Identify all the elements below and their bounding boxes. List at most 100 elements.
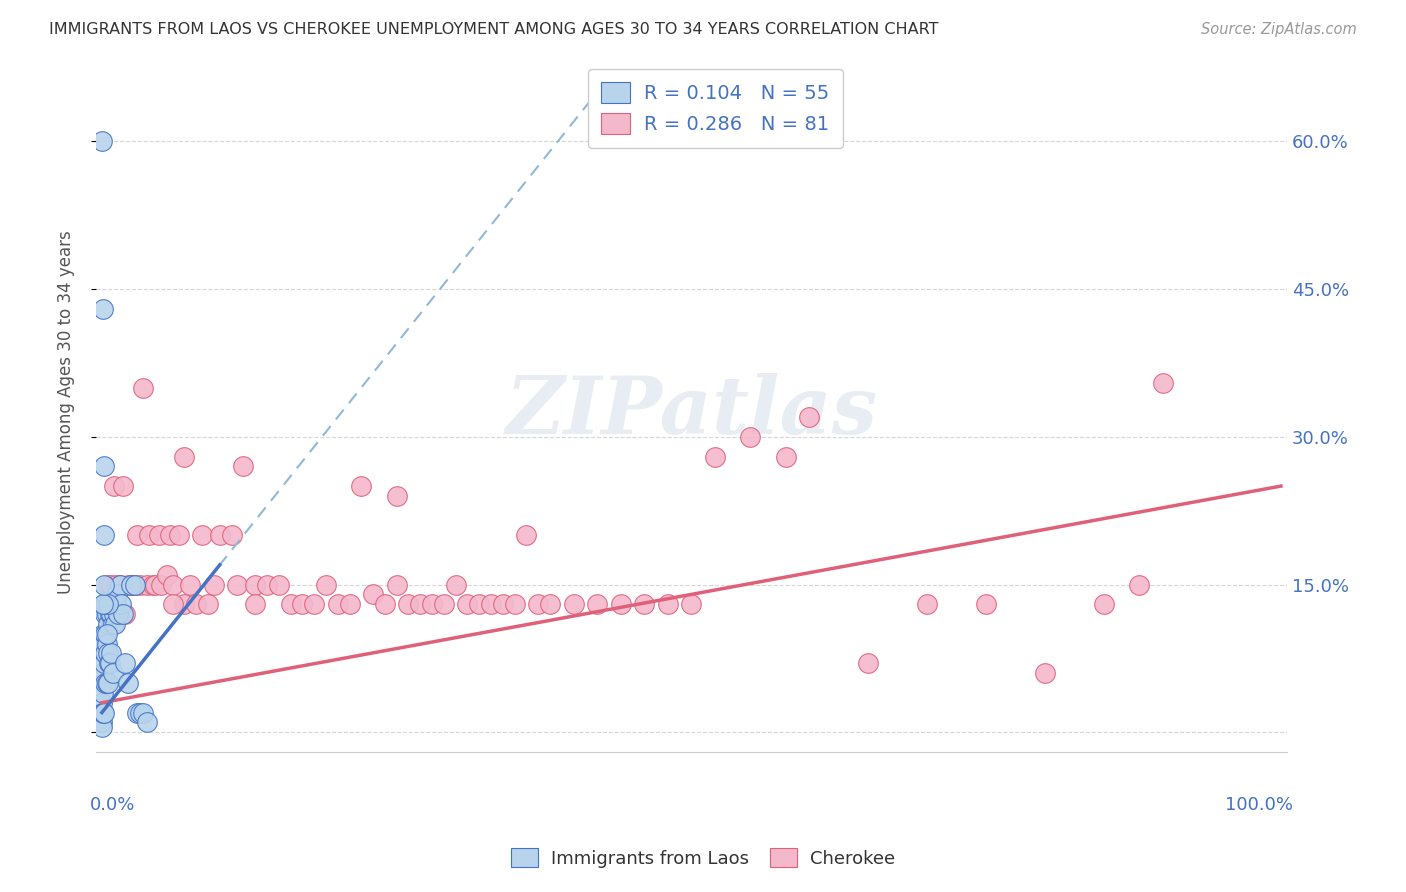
Point <box>527 597 550 611</box>
Point <box>105 577 128 591</box>
Point <box>156 567 179 582</box>
Point <box>93 706 115 720</box>
Point <box>456 597 478 611</box>
Point <box>100 647 122 661</box>
Point <box>97 597 120 611</box>
Point <box>97 577 120 591</box>
Point <box>94 597 117 611</box>
Point <box>90 666 112 681</box>
Point <box>101 666 124 681</box>
Point <box>110 597 132 611</box>
Legend: R = 0.104   N = 55, R = 0.286   N = 81: R = 0.104 N = 55, R = 0.286 N = 81 <box>588 69 842 148</box>
Point <box>127 528 149 542</box>
Point <box>858 657 880 671</box>
Point <box>1128 577 1150 591</box>
Point <box>291 597 314 611</box>
Point <box>103 479 125 493</box>
Point <box>385 577 408 591</box>
Point <box>162 597 184 611</box>
Point <box>159 528 181 542</box>
Point <box>91 626 114 640</box>
Point <box>91 597 114 611</box>
Point <box>105 587 128 601</box>
Point <box>90 720 112 734</box>
Point <box>492 597 515 611</box>
Point <box>191 528 214 542</box>
Point <box>657 597 679 611</box>
Point <box>173 597 195 611</box>
Point <box>586 597 609 611</box>
Point <box>398 597 420 611</box>
Text: 100.0%: 100.0% <box>1225 796 1292 814</box>
Point <box>609 597 631 611</box>
Point <box>221 528 243 542</box>
Point <box>232 459 254 474</box>
Point <box>94 607 117 621</box>
Point <box>799 410 821 425</box>
Point <box>326 597 349 611</box>
Point <box>740 430 762 444</box>
Point <box>138 528 160 542</box>
Point <box>350 479 373 493</box>
Point <box>226 577 249 591</box>
Point <box>974 597 997 611</box>
Point <box>90 135 112 149</box>
Point <box>167 528 190 542</box>
Point <box>197 597 219 611</box>
Point <box>1092 597 1115 611</box>
Y-axis label: Unemployment Among Ages 30 to 34 years: Unemployment Among Ages 30 to 34 years <box>58 230 75 594</box>
Point <box>385 489 408 503</box>
Point <box>96 637 118 651</box>
Point <box>112 479 135 493</box>
Point <box>117 577 139 591</box>
Point <box>267 577 290 591</box>
Text: 0.0%: 0.0% <box>90 796 135 814</box>
Point <box>96 607 118 621</box>
Point <box>127 706 149 720</box>
Point <box>186 597 208 611</box>
Point <box>361 587 384 601</box>
Point <box>96 676 118 690</box>
Point <box>103 607 125 621</box>
Point <box>315 577 337 591</box>
Point <box>91 706 114 720</box>
Point <box>124 577 146 591</box>
Point <box>149 577 172 591</box>
Point <box>148 528 170 542</box>
Point <box>503 597 526 611</box>
Point <box>1033 666 1056 681</box>
Point <box>112 607 135 621</box>
Point <box>128 706 150 720</box>
Point <box>915 597 938 611</box>
Point <box>243 577 266 591</box>
Point <box>91 301 114 316</box>
Text: Source: ZipAtlas.com: Source: ZipAtlas.com <box>1201 22 1357 37</box>
Point <box>243 597 266 611</box>
Point <box>93 637 115 651</box>
Point <box>98 657 121 671</box>
Point <box>280 597 302 611</box>
Point <box>143 577 166 591</box>
Point <box>98 657 121 671</box>
Point <box>775 450 797 464</box>
Point <box>1152 376 1174 390</box>
Point <box>105 597 128 611</box>
Point <box>132 381 155 395</box>
Point <box>100 577 122 591</box>
Point <box>208 528 231 542</box>
Point <box>128 577 150 591</box>
Point <box>91 686 114 700</box>
Point <box>97 647 120 661</box>
Point <box>142 577 165 591</box>
Point <box>93 657 115 671</box>
Point <box>97 676 120 690</box>
Point <box>444 577 467 591</box>
Text: ZIPatlas: ZIPatlas <box>505 374 877 451</box>
Point <box>256 577 278 591</box>
Point <box>173 450 195 464</box>
Point <box>479 597 502 611</box>
Point <box>562 597 585 611</box>
Point <box>468 597 491 611</box>
Legend: Immigrants from Laos, Cherokee: Immigrants from Laos, Cherokee <box>501 837 905 879</box>
Point <box>120 577 142 591</box>
